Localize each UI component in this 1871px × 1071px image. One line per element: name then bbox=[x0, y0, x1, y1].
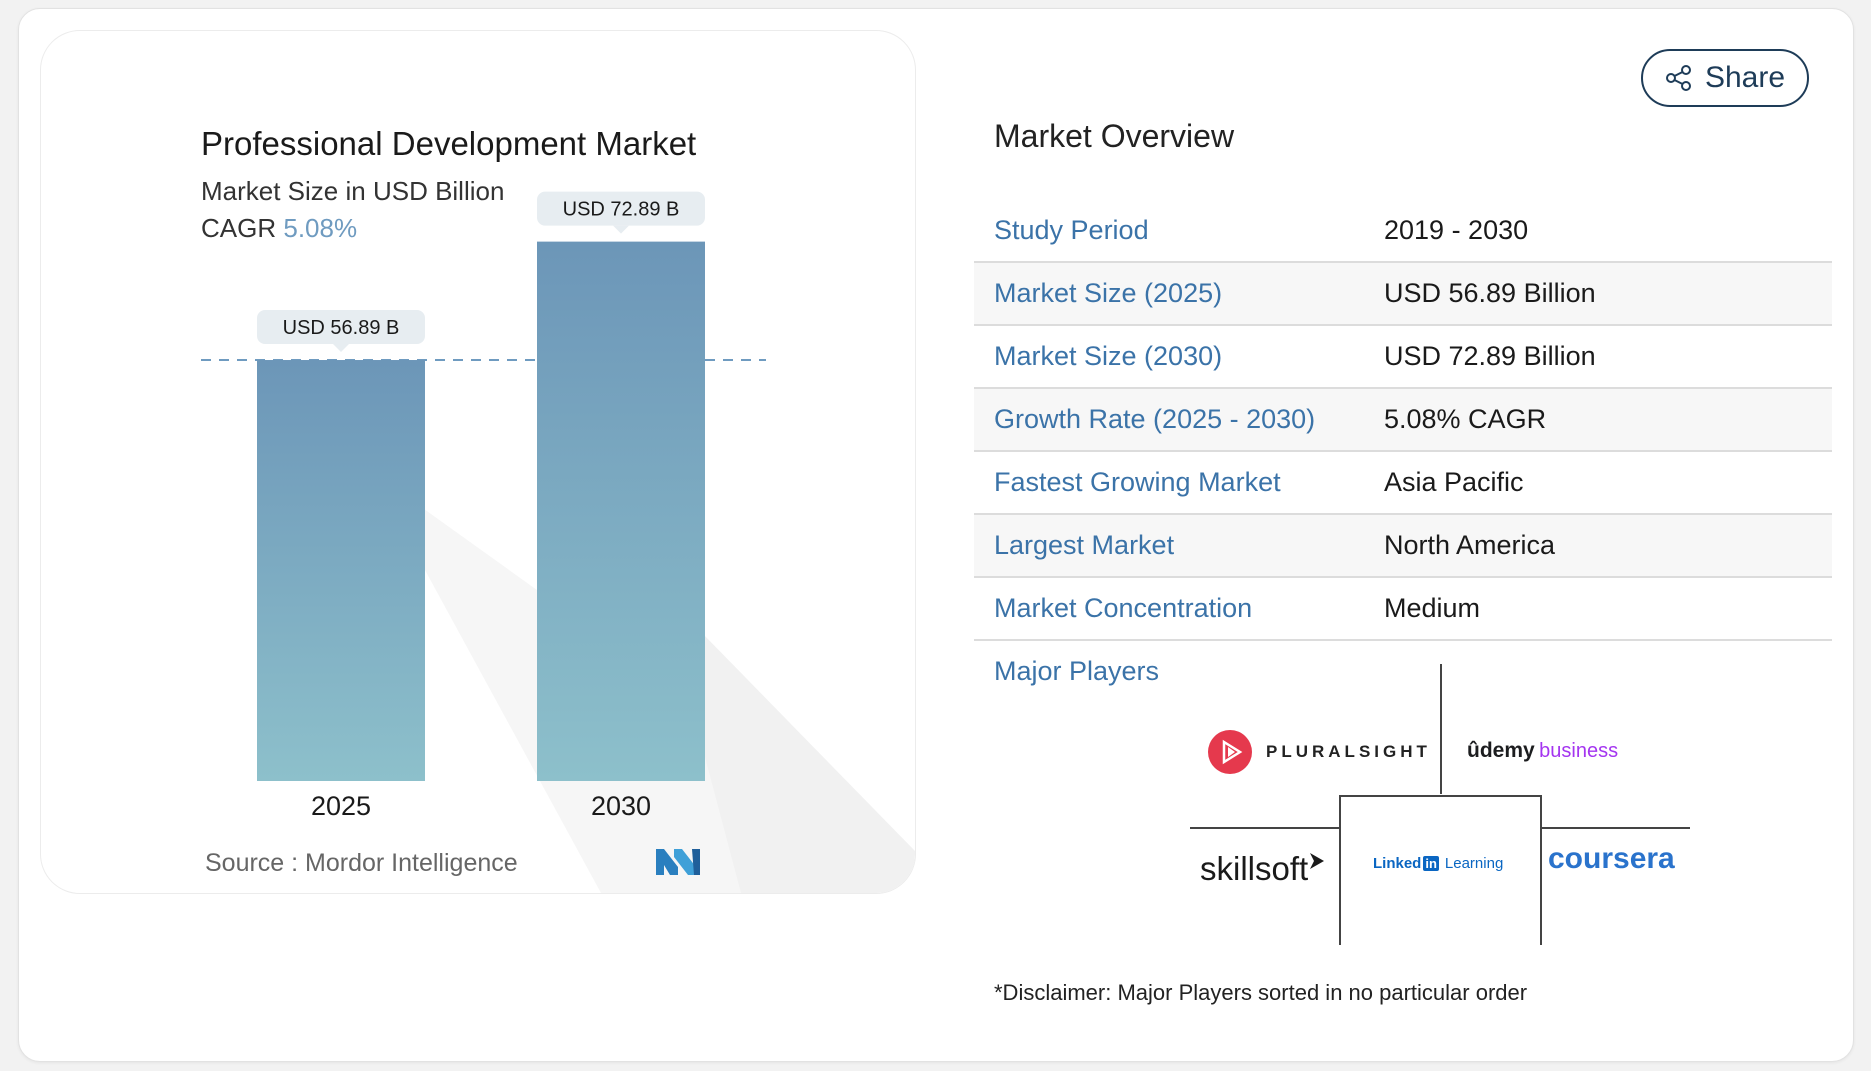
grid-divider bbox=[1540, 827, 1690, 829]
chart-card: USD 56.89 B 2025 USD 72.89 B 2030 Professio… bbox=[40, 30, 916, 894]
row-value: Medium bbox=[1384, 593, 1481, 623]
data-label-badge bbox=[257, 310, 425, 345]
grid-divider bbox=[1440, 664, 1442, 794]
disclaimer-text: *Disclaimer: Major Players sorted in no … bbox=[994, 980, 1528, 1005]
row-key: Study Period bbox=[994, 215, 1149, 245]
player-logo-skillsoft: skillsoft bbox=[1200, 850, 1326, 888]
row-value: 5.08% CAGR bbox=[1384, 404, 1547, 434]
data-label-pointer bbox=[613, 225, 629, 234]
pluralsight-play-icon bbox=[1208, 730, 1252, 774]
row-key: Largest Market bbox=[994, 530, 1175, 560]
grid-divider bbox=[1190, 827, 1340, 829]
grid-divider bbox=[1339, 795, 1542, 797]
data-label: USD 72.89 B bbox=[563, 199, 680, 221]
linkedin-learning-text: Learning bbox=[1444, 855, 1504, 872]
share-label: Share bbox=[1704, 61, 1786, 94]
row-value: North America bbox=[1384, 530, 1556, 560]
udemy-wordmark: ûdemy bbox=[1467, 739, 1535, 762]
share-icon bbox=[1665, 65, 1691, 91]
major-players-title: Major Players bbox=[994, 656, 1160, 686]
chart-title: Professional Development Market bbox=[201, 125, 697, 162]
pluralsight-wordmark: PLURALSIGHT bbox=[1266, 742, 1431, 761]
table-row-largest-market: Largest Market North America bbox=[974, 515, 1832, 578]
player-logo-coursera: coursera bbox=[1548, 842, 1675, 876]
background-decoration-2 bbox=[661, 591, 915, 893]
bar-2030 bbox=[537, 241, 705, 781]
player-logo-linkedin-learning: Linked in Learning bbox=[1373, 855, 1503, 872]
table-row-market-size-2030: Market Size (2030) USD 72.89 Billion bbox=[974, 326, 1832, 389]
table-row-fastest-growing-market: Fastest Growing Market Asia Pacific bbox=[974, 452, 1832, 515]
cagr-label: CAGR bbox=[201, 213, 277, 243]
row-key: Market Concentration bbox=[994, 593, 1253, 623]
grid-divider bbox=[1540, 795, 1542, 945]
player-logo-pluralsight: PLURALSIGHT bbox=[1208, 730, 1431, 774]
market-overview-title: Market Overview bbox=[994, 118, 1235, 154]
table-row-market-concentration: Market Concentration Medium bbox=[974, 578, 1832, 641]
row-value: 2019 - 2030 bbox=[1384, 215, 1529, 245]
udemy-suffix: business bbox=[1539, 740, 1619, 762]
x-tick-label: 2030 bbox=[591, 791, 651, 821]
skillsoft-wordmark: skillsoft bbox=[1200, 850, 1309, 887]
grid-divider bbox=[1339, 795, 1341, 945]
table-row-growth-rate: Growth Rate (2025 - 2030) 5.08% CAGR bbox=[974, 389, 1832, 452]
data-label: USD 56.89 B bbox=[283, 317, 400, 339]
linkedin-wordmark: Linked bbox=[1373, 855, 1422, 872]
linkedin-in-box: in bbox=[1423, 856, 1439, 871]
bar-chart: USD 56.89 B 2025 USD 72.89 B 2030 bbox=[201, 191, 915, 893]
row-value: USD 56.89 Billion bbox=[1384, 278, 1596, 308]
cagr-value: 5.08% bbox=[283, 213, 358, 243]
row-value: USD 72.89 Billion bbox=[1384, 341, 1596, 371]
share-button[interactable]: Share bbox=[1641, 49, 1809, 107]
bar-2025 bbox=[257, 360, 425, 781]
row-key: Market Size (2025) bbox=[994, 278, 1223, 308]
table-row-study-period: Study Period 2019 - 2030 bbox=[974, 200, 1832, 263]
chart-source: Source : Mordor Intelligence bbox=[205, 849, 518, 877]
skillsoft-arrow-icon bbox=[1310, 853, 1325, 869]
data-label-pointer bbox=[333, 344, 349, 353]
row-key: Fastest Growing Market bbox=[994, 467, 1281, 497]
market-overview-table: Study Period 2019 - 2030 Market Size (20… bbox=[974, 200, 1832, 641]
cagr-line: CAGR 5.08% bbox=[201, 213, 357, 244]
x-tick-label: 2025 bbox=[311, 791, 371, 821]
mordor-intelligence-logo bbox=[656, 849, 700, 875]
row-key: Growth Rate (2025 - 2030) bbox=[994, 404, 1316, 434]
row-value: Asia Pacific bbox=[1384, 467, 1524, 497]
table-row-market-size-2025: Market Size (2025) USD 56.89 Billion bbox=[974, 263, 1832, 326]
coursera-wordmark: coursera bbox=[1548, 842, 1675, 875]
row-key: Market Size (2030) bbox=[994, 341, 1223, 371]
data-label-badge bbox=[537, 191, 705, 226]
player-logo-udemy-business: ûdemy business bbox=[1467, 739, 1618, 763]
chart-subtitle: Market Size in USD Billion bbox=[201, 176, 505, 206]
